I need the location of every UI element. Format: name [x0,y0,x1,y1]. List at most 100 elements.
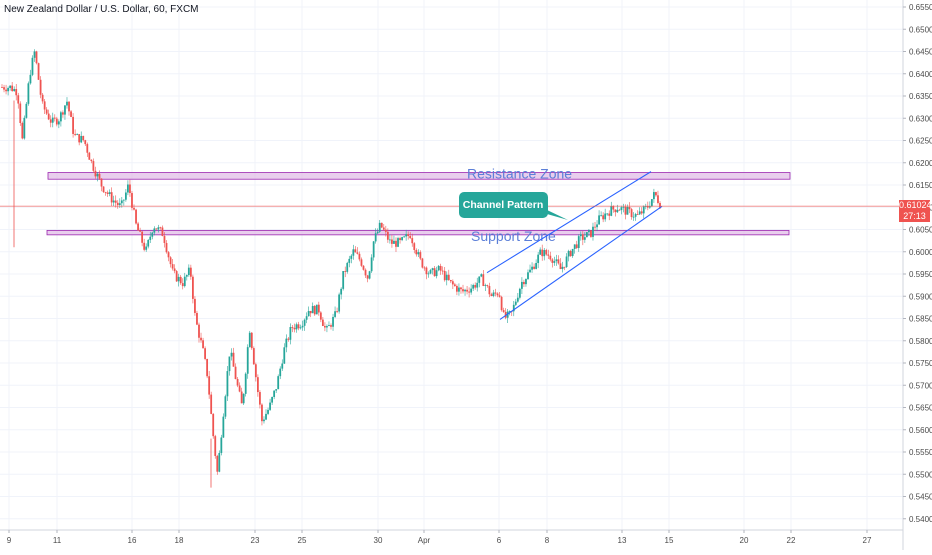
candle-body [352,249,355,256]
candle-body [521,281,523,289]
candle-body [261,404,263,422]
candle-body [431,268,434,271]
candle-body [405,234,408,237]
candle-body [196,312,198,325]
candle-body [581,234,584,240]
candle-body [571,248,574,257]
time-tick-label: 18 [175,536,184,545]
support-zone[interactable] [46,229,790,236]
channel-lower-line[interactable] [499,205,663,320]
candle-body [620,207,623,211]
candle-body [293,327,296,330]
candle-body [7,87,9,92]
candle-body [3,87,5,90]
candle-body [212,413,215,437]
candle-body [569,250,572,257]
price-tick-label: 0.54000 [909,515,932,524]
candle-body [110,192,113,203]
candle-body [161,227,164,237]
candle-body [104,191,107,193]
candle-body [364,269,367,276]
candle-body [11,85,14,91]
time-tick-label: 13 [618,536,627,545]
candle-body [447,274,450,280]
candle-body [496,293,499,296]
candle-body [484,285,487,286]
candle-body [559,263,562,270]
candle-body [551,259,554,263]
time-axis[interactable]: 9 11 16 18 23 25 30 Apr 6 8 13 15 20 22 27 [0,529,903,545]
candle-body [577,236,580,249]
candle-body [305,316,308,320]
candle-body [653,192,655,200]
candle-body [523,281,525,285]
candle-body [326,326,328,328]
resistance-zone[interactable] [47,172,791,180]
candle-body [9,85,12,88]
candle-body [397,238,399,247]
candle-body [200,337,202,341]
candle-body [35,51,38,64]
candle-body [640,211,643,214]
channel-lines[interactable] [486,171,663,320]
candle-body [1,87,3,88]
candle-body [206,358,209,377]
time-tick-label: 25 [298,536,307,545]
candle-body [321,319,324,326]
candle-body [460,287,462,290]
candle-body [590,230,592,237]
candle-body [636,214,639,215]
candle-body [133,207,135,210]
candle-body [388,239,391,241]
candle-body [336,311,338,313]
candle-body [655,192,657,196]
callout-label: Channel Pattern [463,199,544,211]
candle-body [332,316,334,327]
candle-body [163,236,166,243]
candle-body [139,230,141,232]
candle-body [386,231,389,240]
candle-body [74,133,77,135]
candle-body [476,282,479,288]
candle-body [330,325,332,327]
candle-body [147,239,150,247]
zones[interactable]: Resistance Zone Support Zone [46,166,791,244]
candle-body [370,257,373,272]
candle-body [112,200,115,203]
candle-body [598,215,600,225]
candle-body [177,276,180,282]
candle-body [232,352,235,367]
channel-pattern-callout[interactable]: Channel Pattern [459,192,568,220]
candle-body [592,226,594,237]
callout-box[interactable] [459,192,548,218]
channel-upper-line[interactable] [486,171,652,274]
candle-body [488,286,491,295]
candle-body [514,301,517,305]
candle-body [508,310,511,312]
candle-series [1,49,661,488]
candle-body [458,287,460,292]
candle-body [53,117,56,119]
candle-body [202,340,204,349]
candle-body [153,228,156,233]
candle-body [630,209,633,218]
candle-body [248,332,251,348]
candle-body [39,79,42,95]
candle-body [192,276,194,299]
candle-body [78,134,81,143]
candle-body [226,371,229,397]
candle-body [478,276,481,283]
candle-body [15,89,18,96]
candle-body [49,119,52,123]
candle-body [549,255,552,260]
candle-body [244,373,247,394]
candle-body [66,101,68,106]
candle-body [462,289,464,292]
